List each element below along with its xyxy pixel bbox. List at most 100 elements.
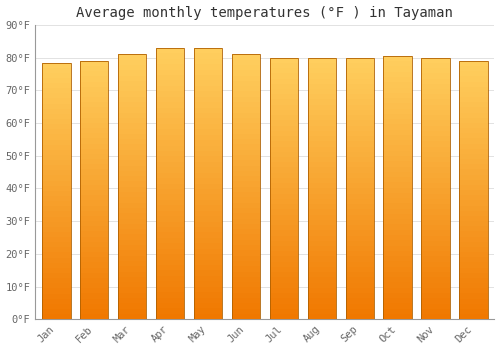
Bar [156, 178, 184, 183]
Bar [346, 173, 374, 178]
Bar [308, 215, 336, 220]
Bar [460, 205, 488, 211]
Bar [42, 314, 70, 319]
Bar [232, 314, 260, 319]
Bar [118, 76, 146, 81]
Bar [156, 48, 184, 53]
Bar [384, 61, 412, 66]
Bar [422, 225, 450, 230]
Bar [232, 70, 260, 76]
Bar [346, 282, 374, 288]
Bar [460, 293, 488, 299]
Bar [270, 257, 298, 262]
Bar [156, 113, 184, 118]
Bar [156, 140, 184, 146]
Bar [384, 66, 412, 72]
Bar [308, 126, 336, 131]
Bar [232, 150, 260, 155]
Bar [346, 68, 374, 73]
Bar [422, 131, 450, 136]
Bar [118, 266, 146, 272]
Bar [80, 159, 108, 164]
Bar [308, 241, 336, 246]
Bar [42, 186, 70, 191]
Bar [346, 110, 374, 115]
Bar [232, 219, 260, 224]
Bar [460, 123, 488, 128]
Bar [346, 194, 374, 199]
Title: Average monthly temperatures (°F ) in Tayaman: Average monthly temperatures (°F ) in Ta… [76, 6, 454, 20]
Bar [194, 167, 222, 173]
Bar [232, 91, 260, 97]
Bar [156, 298, 184, 303]
Bar [384, 256, 412, 261]
Bar [270, 168, 298, 173]
Bar [42, 160, 70, 165]
Bar [42, 196, 70, 201]
Bar [80, 107, 108, 113]
Bar [118, 128, 146, 134]
Bar [422, 215, 450, 220]
Bar [384, 140, 412, 146]
Bar [42, 252, 70, 258]
Bar [422, 141, 450, 147]
Bar [384, 193, 412, 198]
Bar [80, 268, 108, 273]
Bar [422, 173, 450, 178]
Bar [194, 260, 222, 265]
Bar [270, 262, 298, 267]
Bar [270, 272, 298, 278]
Bar [118, 197, 146, 203]
Bar [460, 237, 488, 242]
Bar [232, 171, 260, 176]
Bar [384, 108, 412, 114]
Bar [346, 73, 374, 78]
Bar [232, 282, 260, 287]
Bar [308, 68, 336, 73]
Bar [346, 94, 374, 99]
Bar [460, 113, 488, 118]
Bar [232, 208, 260, 213]
Bar [194, 86, 222, 91]
Bar [460, 273, 488, 278]
Bar [232, 234, 260, 240]
Bar [384, 98, 412, 103]
Bar [384, 103, 412, 108]
Bar [118, 166, 146, 171]
Bar [346, 225, 374, 230]
Bar [384, 161, 412, 167]
Bar [346, 251, 374, 257]
Bar [42, 232, 70, 237]
Bar [118, 192, 146, 197]
Bar [460, 87, 488, 92]
Bar [384, 230, 412, 235]
Bar [346, 230, 374, 236]
Bar [460, 288, 488, 293]
Bar [460, 169, 488, 175]
Bar [156, 211, 184, 216]
Bar [346, 84, 374, 89]
Bar [270, 298, 298, 303]
Bar [42, 258, 70, 263]
Bar [42, 247, 70, 252]
Bar [194, 178, 222, 183]
Bar [270, 288, 298, 293]
Bar [156, 260, 184, 265]
Bar [194, 107, 222, 113]
Bar [194, 97, 222, 102]
Bar [308, 194, 336, 199]
Bar [346, 99, 374, 105]
Bar [346, 293, 374, 298]
Bar [80, 201, 108, 205]
Bar [422, 152, 450, 157]
Bar [308, 220, 336, 225]
Bar [460, 71, 488, 76]
Bar [232, 76, 260, 81]
Bar [80, 237, 108, 242]
Bar [232, 155, 260, 160]
Bar [270, 246, 298, 251]
Bar [346, 278, 374, 282]
Bar [232, 287, 260, 293]
Bar [118, 224, 146, 229]
Bar [118, 54, 146, 60]
